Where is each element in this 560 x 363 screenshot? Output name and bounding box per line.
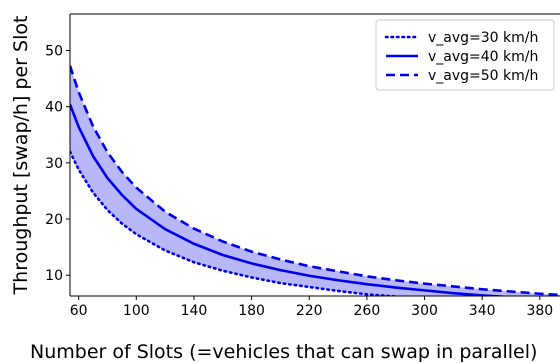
shaded-band [70,65,560,296]
x-tick-label: 100 [123,303,150,319]
y-tick-label: 10 [45,268,63,284]
series-line-3 [70,65,560,296]
series-line-1 [70,150,406,296]
x-tick-label: 140 [181,303,208,319]
x-tick-label: 340 [469,303,496,319]
legend-label-1: v_avg=30 km/h [428,30,538,46]
y-tick-label: 30 [45,156,63,172]
legend-box [375,19,555,91]
ticks-layer: 60 100 140 180 220 260 300 340 380 10 20 30 40 50 [45,44,553,319]
axes-layer [69,13,560,297]
y-tick-label: 40 [45,100,63,116]
legend-label-2: v_avg=40 km/h [428,49,538,65]
y-tick-label: 50 [45,44,63,60]
x-tick-label: 260 [354,303,381,319]
series-layer [70,65,560,296]
x-tick-label: 380 [526,303,553,319]
x-axis-label: Number of Slots (=vehicles that can swap… [30,341,537,363]
y-axis-label: Throughput [swap/h] per Slot [10,16,32,296]
shaded-band-layer [70,65,560,296]
legend: v_avg=30 km/h v_avg=40 km/h v_avg=50 km/h [375,19,555,91]
x-tick-label: 220 [296,303,323,319]
x-tick-label: 300 [411,303,438,319]
x-tick-label: 180 [238,303,265,319]
y-tick-label: 20 [45,212,63,228]
legend-label-3: v_avg=50 km/h [428,68,538,84]
series-line-2 [70,103,514,296]
x-tick-label: 60 [70,303,88,319]
